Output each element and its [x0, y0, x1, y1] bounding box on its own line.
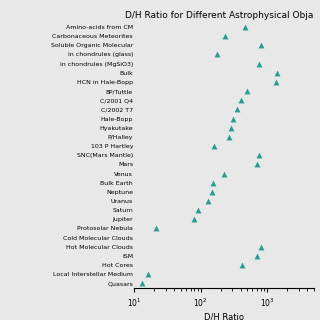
Point	[231, 116, 236, 121]
Point	[205, 198, 211, 204]
Point	[257, 61, 262, 66]
Text: D/H Ratio for Different Astrophysical Obja: D/H Ratio for Different Astrophysical Ob…	[125, 11, 314, 20]
Point	[214, 52, 220, 57]
Point	[273, 79, 278, 84]
Point	[274, 70, 279, 75]
Point	[256, 153, 261, 158]
Point	[259, 244, 264, 249]
Point	[212, 143, 217, 148]
Point	[145, 272, 150, 277]
Point	[153, 226, 158, 231]
Point	[210, 189, 215, 194]
Point	[227, 134, 232, 140]
Point	[244, 89, 249, 94]
Point	[195, 208, 200, 213]
Point	[234, 107, 239, 112]
Point	[192, 217, 197, 222]
Point	[222, 34, 228, 39]
X-axis label: D/H Ratio: D/H Ratio	[204, 312, 244, 320]
Point	[140, 281, 145, 286]
Point	[259, 43, 264, 48]
Point	[238, 98, 243, 103]
Point	[221, 171, 226, 176]
Point	[240, 262, 245, 268]
Point	[243, 24, 248, 29]
Point	[211, 180, 216, 185]
Point	[254, 253, 260, 259]
Point	[254, 162, 260, 167]
Point	[229, 125, 234, 130]
